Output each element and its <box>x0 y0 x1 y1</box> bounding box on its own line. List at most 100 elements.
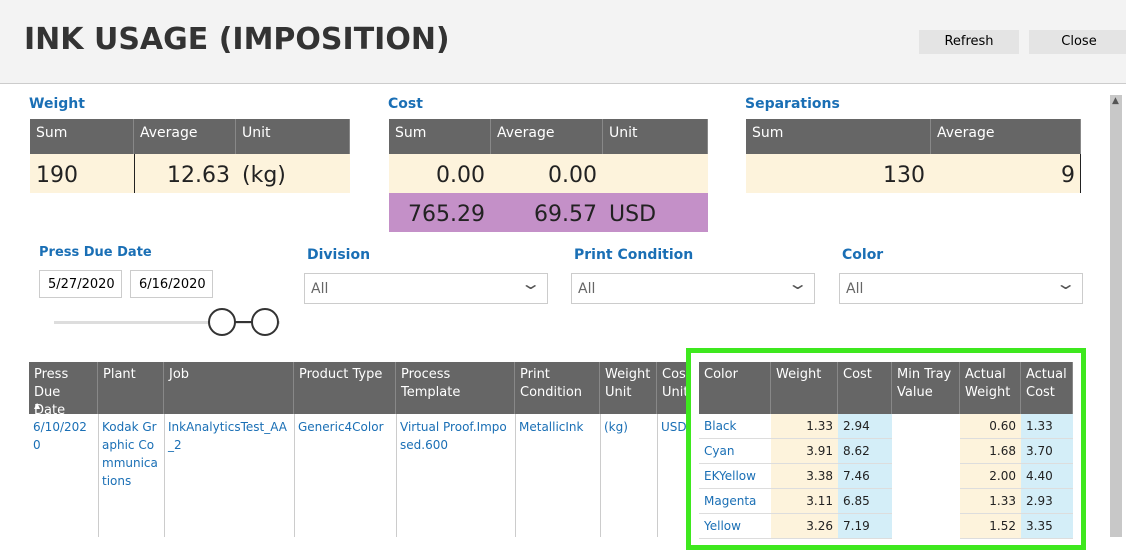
table-cell[interactable]: Virtual Proof.Imposed.600 <box>400 420 507 452</box>
table-cell[interactable]: Generic4Color <box>298 420 384 434</box>
column-divider <box>396 414 397 537</box>
kpi-value: 130 <box>883 163 925 188</box>
kpi-header: Sum <box>389 119 491 154</box>
close-button[interactable]: Close <box>1029 30 1126 54</box>
slider-track <box>54 321 280 324</box>
table-cell: 1.33 <box>771 414 838 439</box>
table-header: Job <box>164 362 294 414</box>
filter-label: Print Condition <box>574 247 694 263</box>
table-cell[interactable]: InkAnalyticsTest_AA_2 <box>168 420 287 452</box>
section-title: Separations <box>745 96 840 112</box>
table-header: Product Type <box>294 362 396 414</box>
table-cell[interactable]: Kodak Graphic Communications <box>102 420 158 488</box>
table-cell[interactable]: USD <box>661 420 687 434</box>
section-title: Cost <box>388 96 423 112</box>
column-divider <box>294 414 295 537</box>
kpi-header: Average <box>134 119 236 154</box>
kpi-header: Average <box>491 119 603 154</box>
table-cell: 3.38 <box>771 464 838 489</box>
table-cell: 1.33 <box>1021 414 1073 439</box>
kpi-value: 69.57 <box>534 202 597 227</box>
dropdown-arrow: ⌄ <box>519 274 542 293</box>
table-cell: 3.70 <box>1021 439 1073 464</box>
dropdown[interactable]: All <box>839 273 1083 304</box>
column-divider <box>600 414 601 537</box>
kpi-row-bg <box>30 154 350 193</box>
kpi-header: Sum <box>30 119 134 154</box>
table-cell: 0.60 <box>960 414 1021 439</box>
kpi-row-bg <box>389 154 708 193</box>
table-header: Min Tray Value <box>892 362 960 414</box>
column-divider <box>515 414 516 537</box>
table-cell: 3.91 <box>771 439 838 464</box>
table-cell: 3.11 <box>771 489 838 514</box>
table-header: Process Template <box>396 362 515 414</box>
table-header: Plant <box>98 362 164 414</box>
kpi-header: Unit <box>603 119 708 154</box>
col-bg <box>892 414 960 539</box>
table-header: Color <box>699 362 771 414</box>
dropdown[interactable]: All <box>571 273 815 304</box>
table-cell[interactable]: (kg) <box>604 420 628 434</box>
table-header: Actual Weight <box>960 362 1021 414</box>
table-cell: 1.52 <box>960 514 1021 539</box>
kpi-header: Unit <box>236 119 350 154</box>
table-cell: 4.40 <box>1021 464 1073 489</box>
column-divider <box>657 414 658 537</box>
table-header: Actual Cost <box>1021 362 1073 414</box>
dropdown-arrow: ⌄ <box>786 274 809 293</box>
divider <box>134 154 135 193</box>
table-header: Cost <box>838 362 892 414</box>
scroll-arrow[interactable]: ▲ <box>1112 96 1119 106</box>
slider-handle[interactable] <box>208 308 236 336</box>
kpi-value: 0.00 <box>548 163 597 188</box>
table-cell[interactable]: Black <box>699 414 771 439</box>
kpi-value: (kg) <box>242 163 286 188</box>
sort-arrow: ▲ <box>34 401 41 410</box>
table-cell: 6.85 <box>838 489 892 514</box>
kpi-value: 9 <box>1061 163 1075 188</box>
table-cell[interactable]: MetallicInk <box>519 420 584 434</box>
filter-label: Color <box>842 247 884 263</box>
kpi-row-bg <box>389 193 708 232</box>
refresh-button[interactable]: Refresh <box>919 30 1019 54</box>
table-cell: 7.19 <box>838 514 892 539</box>
table-cell: 2.94 <box>838 414 892 439</box>
table-cell: 8.62 <box>838 439 892 464</box>
table-header: Weight <box>771 362 838 414</box>
kpi-value: 0.00 <box>436 163 485 188</box>
kpi-value: 190 <box>36 163 78 188</box>
divider <box>1080 154 1081 193</box>
dropdown-arrow: ⌄ <box>1054 274 1077 293</box>
slider-range <box>222 321 265 323</box>
kpi-header: Average <box>931 119 1081 154</box>
kpi-row-bg <box>746 154 1081 193</box>
table-cell: 3.26 <box>771 514 838 539</box>
table-cell[interactable]: Magenta <box>699 489 771 514</box>
table-header: Weight Unit <box>600 362 657 414</box>
column-divider <box>164 414 165 537</box>
table-cell: 7.46 <box>838 464 892 489</box>
table-cell[interactable]: 6/10/2020 <box>33 420 87 452</box>
table-cell: 1.33 <box>960 489 1021 514</box>
scrollbar[interactable] <box>1110 95 1122 537</box>
table-cell[interactable]: Yellow <box>699 514 771 539</box>
kpi-value: 12.63 <box>167 163 230 188</box>
page-title: INK USAGE (IMPOSITION) <box>24 22 450 57</box>
column-divider <box>98 414 99 537</box>
table-cell: 3.35 <box>1021 514 1073 539</box>
table-cell[interactable]: Cyan <box>699 439 771 464</box>
filter-label: Press Due Date <box>39 245 152 260</box>
date-input[interactable]: 6/16/2020 <box>130 270 213 298</box>
table-cell: 2.93 <box>1021 489 1073 514</box>
kpi-value: 765.29 <box>408 202 485 227</box>
table-cell: 2.00 <box>960 464 1021 489</box>
filter-label: Division <box>307 247 371 263</box>
slider-handle[interactable] <box>251 308 279 336</box>
table-cell[interactable]: EKYellow <box>699 464 771 489</box>
table-cell: 1.68 <box>960 439 1021 464</box>
dropdown[interactable]: All <box>304 273 548 304</box>
date-input[interactable]: 5/27/2020 <box>39 270 122 298</box>
section-title: Weight <box>29 96 85 112</box>
